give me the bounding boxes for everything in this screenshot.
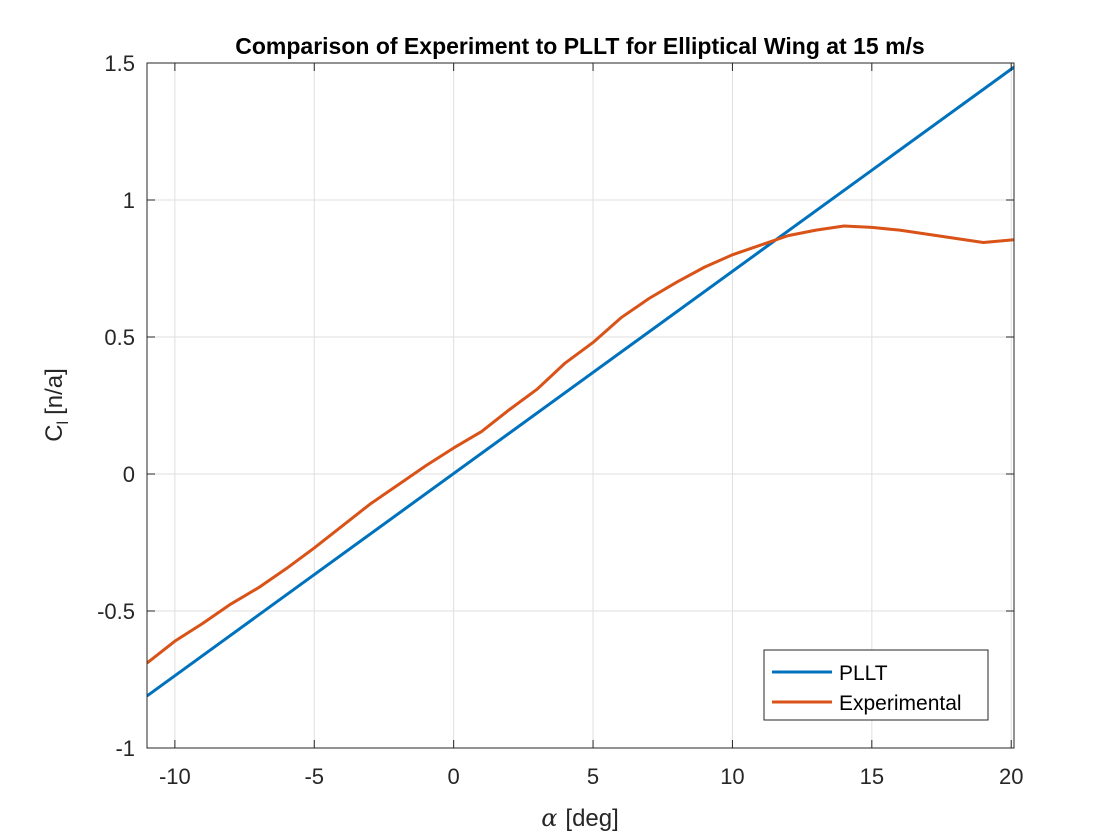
y-tick-label: 0.5 <box>104 325 135 350</box>
y-axis-label-subscript: l <box>55 421 72 425</box>
tick-marks <box>147 62 1014 749</box>
y-tick-label: -0.5 <box>97 599 135 624</box>
x-axis-label-symbol: α <box>541 804 557 832</box>
x-tick-label: 0 <box>448 764 460 789</box>
legend-label-experimental: Experimental <box>839 692 962 715</box>
x-tick-label: -10 <box>159 764 191 789</box>
legend-box <box>763 649 989 721</box>
y-axis-label: Cl [n/a] <box>41 368 72 442</box>
y-tick-label: 1 <box>123 188 135 213</box>
plot-area <box>147 63 1014 748</box>
y-axis-label-main: C <box>41 424 68 441</box>
y-tick-labels: -1 -0.5 0 0.5 1 1.5 <box>97 51 135 761</box>
series-line-pllt <box>147 65 1014 698</box>
axes-frame <box>146 62 1015 749</box>
x-tick-label: -5 <box>304 764 324 789</box>
y-axis-label-suffix: [n/a] <box>41 368 68 415</box>
x-tick-label: 5 <box>587 764 599 789</box>
legend: PLLT Experimental <box>763 649 989 721</box>
series-layer <box>147 65 1014 698</box>
x-tick-label: 15 <box>860 764 884 789</box>
x-tick-label: 10 <box>720 764 744 789</box>
y-tick-label: 1.5 <box>104 51 135 76</box>
x-tick-label: 20 <box>999 764 1023 789</box>
x-axis-label: α [deg] <box>541 804 619 832</box>
x-tick-labels: -10 -5 0 5 10 15 20 <box>159 764 1023 789</box>
y-tick-label: -1 <box>115 736 135 761</box>
legend-label-pllt: PLLT <box>839 662 888 685</box>
series-line-experimental <box>147 224 1014 665</box>
y-tick-label: 0 <box>123 462 135 487</box>
chart-title: Comparison of Experiment to PLLT for Ell… <box>235 33 924 59</box>
x-axis-label-text: [deg] <box>565 805 618 832</box>
